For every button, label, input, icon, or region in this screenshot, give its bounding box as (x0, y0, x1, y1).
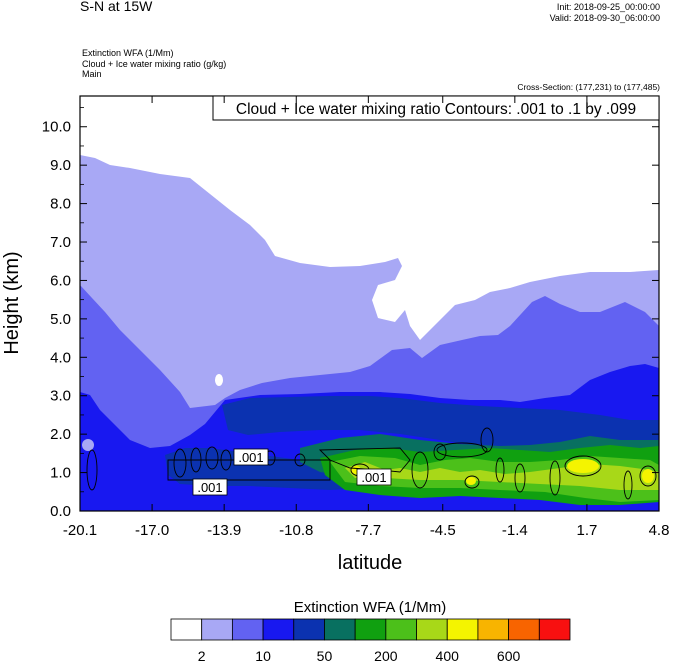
contour-label: .001 (197, 480, 222, 495)
x-tick-label: -17.0 (135, 522, 169, 539)
valid-time: Valid: 2018-09-30_06:00:00 (549, 13, 660, 23)
plot-title: S-N at 15W (80, 0, 153, 14)
colorbar-swatch (354, 618, 387, 641)
colorbar-swatch (201, 618, 233, 641)
colorbar-swatch (446, 618, 479, 641)
colorbar-label: 50 (317, 648, 333, 664)
variable-domain: Main (82, 69, 102, 79)
y-tick-label: 0.0 (50, 503, 71, 520)
colorbar-swatch (324, 618, 356, 641)
init-time: Init: 2018-09-25_00:00:00 (556, 2, 660, 12)
colorbar-swatch (293, 618, 325, 641)
x-axis: -20.1 -17.0 -13.9 -10.8 -7.7 -4.5 -1.4 1.7 4.8 (63, 96, 670, 539)
colorbar-swatch (416, 618, 448, 641)
colorbar-swatch (231, 618, 264, 641)
x-tick-label: 1.7 (576, 522, 597, 539)
x-tick-label: -1.4 (502, 522, 528, 539)
x-tick-label: -7.7 (355, 522, 381, 539)
y-tick-label: 2.0 (50, 426, 71, 443)
y-axis: 0.0 1.0 2.0 3.0 4.0 5.0 6.0 7.0 8.0 9.0 10.0 (42, 107, 659, 520)
time-info: Init: 2018-09-25_00:00:00 Valid: 2018-09… (550, 2, 660, 24)
y-tick-label: 7.0 (50, 234, 71, 251)
y-tick-label: 9.0 (50, 157, 71, 174)
x-tick-label: -4.5 (430, 522, 456, 539)
contour-label: .001 (361, 470, 386, 485)
y-tick-label: 10.0 (42, 119, 71, 136)
y-tick-label: 4.0 (50, 349, 71, 366)
variable-extinction: Extinction WFA (1/Mm) (82, 48, 174, 58)
colorbar-label: 10 (255, 648, 271, 664)
y-tick-label: 1.0 (50, 465, 71, 482)
variable-list: Extinction WFA (1/Mm) Cloud + Ice water … (82, 48, 226, 80)
x-tick-label: -10.8 (279, 522, 313, 539)
cross-section-info: Cross-Section: (177,231) to (177,485) (517, 82, 660, 92)
colorbar-swatch (385, 618, 417, 641)
x-tick-label: 4.8 (649, 522, 670, 539)
contour-value-labels: .001 .001 .001 (192, 448, 392, 496)
contour-legend: Cloud + Ice water mixing ratio Contours:… (236, 101, 636, 118)
y-tick-label: 6.0 (50, 272, 71, 289)
colorbar-label: 400 (436, 648, 460, 664)
plot-fill (80, 96, 659, 511)
colorbar-swatch (170, 618, 203, 641)
colorbar-label: 2 (198, 648, 206, 664)
y-tick-label: 8.0 (50, 196, 71, 213)
colorbar-label: 200 (374, 648, 398, 664)
x-axis-label: latitude (338, 552, 403, 574)
y-axis-label: Height (km) (1, 251, 23, 354)
x-tick-label: -20.1 (63, 522, 97, 539)
y-tick-label: 5.0 (50, 311, 71, 328)
variable-cloud-ice: Cloud + Ice water mixing ratio (g/kg) (82, 58, 227, 69)
colorbar-swatch (508, 618, 540, 641)
y-tick-label: 3.0 (50, 388, 71, 405)
colorbar-swatch (538, 618, 571, 641)
x-tick-label: -13.9 (207, 522, 241, 539)
colorbar-swatch (262, 618, 295, 641)
colorbar: 2 10 50 200 400 600 (170, 618, 571, 664)
colorbar-swatch (477, 618, 510, 641)
colorbar-label: 600 (497, 648, 521, 664)
contour-label: .001 (238, 450, 263, 465)
colorbar-title: Extinction WFA (1/Mm) (294, 599, 447, 616)
contour-legend-box (212, 95, 660, 121)
